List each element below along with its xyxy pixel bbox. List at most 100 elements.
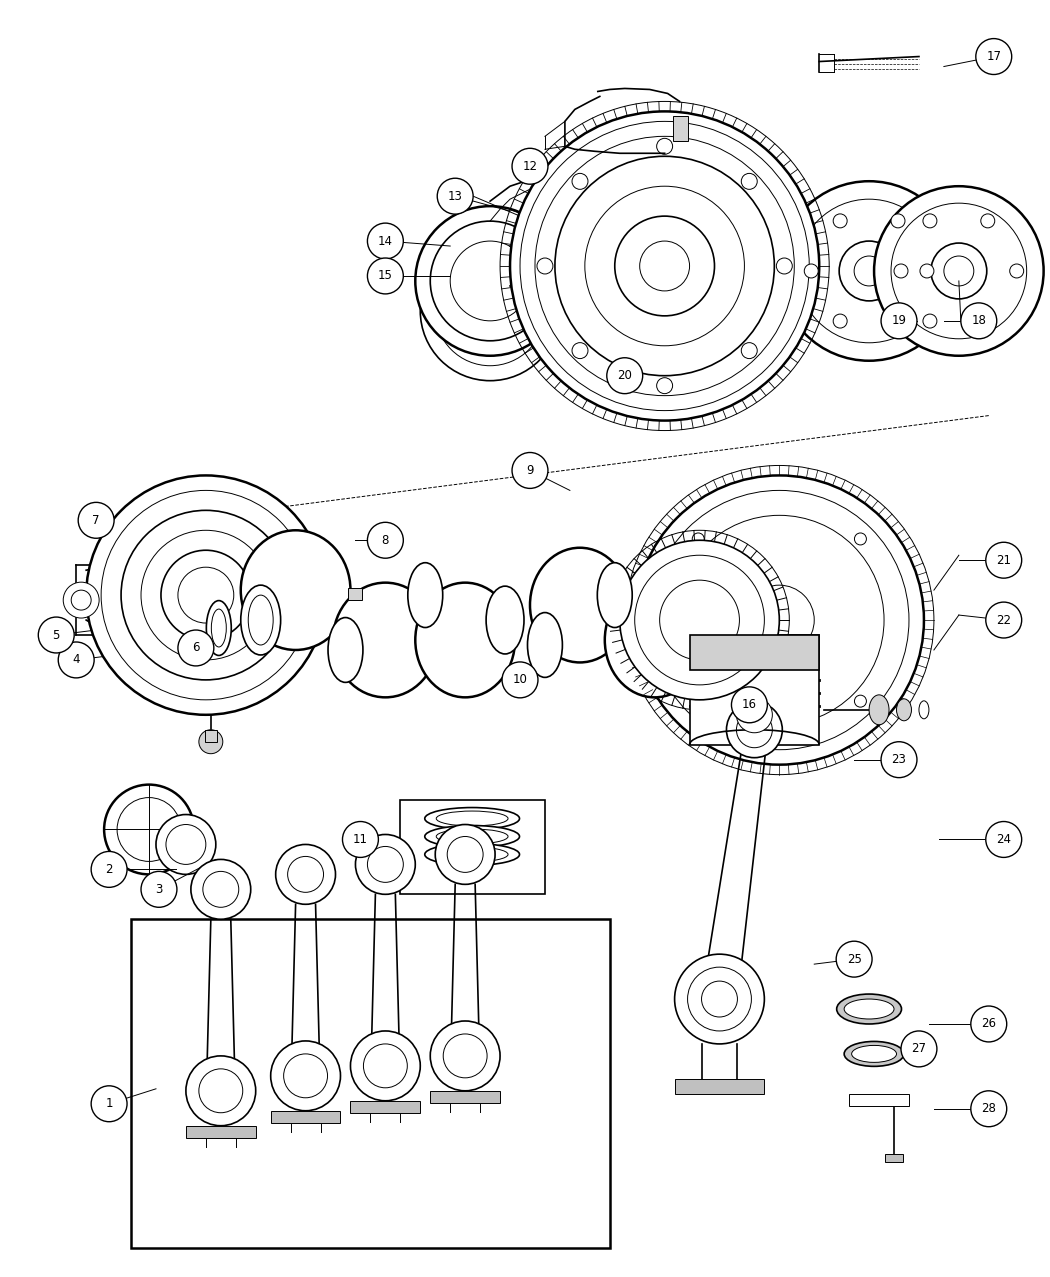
Bar — [205, 729, 216, 742]
Circle shape — [634, 475, 924, 765]
Ellipse shape — [207, 600, 231, 655]
Circle shape — [692, 695, 705, 707]
Circle shape — [203, 871, 238, 907]
Circle shape — [534, 137, 794, 396]
Circle shape — [63, 582, 99, 618]
Circle shape — [620, 540, 779, 700]
Bar — [349, 589, 362, 600]
Circle shape — [855, 533, 866, 545]
Circle shape — [104, 784, 194, 875]
Ellipse shape — [597, 563, 632, 627]
Circle shape — [834, 213, 847, 227]
Circle shape — [271, 1041, 340, 1111]
Ellipse shape — [844, 1042, 904, 1066]
Circle shape — [141, 530, 271, 660]
Ellipse shape — [852, 1046, 897, 1062]
Circle shape — [502, 661, 538, 697]
Circle shape — [141, 871, 176, 907]
Circle shape — [78, 502, 114, 539]
Ellipse shape — [425, 807, 520, 830]
Circle shape — [744, 585, 814, 655]
Ellipse shape — [919, 701, 929, 719]
Circle shape — [981, 213, 994, 227]
Circle shape — [351, 1031, 420, 1101]
Ellipse shape — [527, 613, 563, 677]
Text: 3: 3 — [155, 882, 163, 896]
Circle shape — [779, 181, 959, 360]
Circle shape — [198, 729, 223, 753]
Circle shape — [634, 555, 764, 684]
Text: 6: 6 — [192, 641, 200, 655]
Text: 5: 5 — [52, 628, 60, 641]
Ellipse shape — [240, 585, 280, 655]
Circle shape — [91, 852, 127, 888]
Text: 11: 11 — [353, 833, 367, 845]
Circle shape — [639, 241, 690, 291]
Circle shape — [38, 617, 75, 653]
Circle shape — [944, 255, 973, 286]
Circle shape — [607, 358, 643, 393]
Circle shape — [430, 1022, 500, 1091]
Circle shape — [834, 314, 847, 328]
Circle shape — [368, 223, 403, 259]
Circle shape — [881, 303, 917, 338]
Bar — [690, 635, 819, 744]
Circle shape — [891, 213, 905, 227]
Ellipse shape — [436, 847, 508, 862]
Circle shape — [894, 264, 908, 278]
Circle shape — [923, 213, 937, 227]
Circle shape — [512, 148, 548, 184]
Text: 1: 1 — [105, 1097, 112, 1110]
Circle shape — [931, 243, 987, 299]
Circle shape — [342, 821, 378, 857]
Circle shape — [276, 844, 336, 904]
Circle shape — [430, 221, 550, 341]
Circle shape — [177, 567, 234, 623]
Circle shape — [368, 258, 403, 294]
Circle shape — [901, 1031, 937, 1066]
Ellipse shape — [436, 811, 508, 826]
Circle shape — [981, 314, 994, 328]
Circle shape — [650, 490, 909, 750]
Circle shape — [101, 490, 311, 700]
Text: 24: 24 — [996, 833, 1011, 845]
Circle shape — [736, 697, 773, 733]
Circle shape — [368, 522, 403, 558]
Circle shape — [156, 815, 216, 875]
Circle shape — [986, 601, 1022, 638]
Circle shape — [585, 186, 744, 346]
Ellipse shape — [425, 843, 520, 866]
Bar — [430, 1091, 500, 1103]
Circle shape — [839, 241, 899, 301]
Circle shape — [986, 821, 1022, 857]
Ellipse shape — [837, 994, 902, 1024]
Circle shape — [118, 798, 181, 862]
Circle shape — [447, 836, 483, 872]
Text: 22: 22 — [996, 613, 1011, 627]
Text: 17: 17 — [986, 50, 1002, 63]
Circle shape — [674, 954, 764, 1043]
Circle shape — [191, 859, 251, 919]
Ellipse shape — [897, 699, 911, 720]
Circle shape — [356, 834, 416, 894]
Text: 27: 27 — [911, 1042, 926, 1055]
Bar — [400, 799, 545, 894]
Circle shape — [177, 630, 214, 665]
Circle shape — [891, 203, 1027, 338]
Circle shape — [674, 516, 884, 725]
Bar — [673, 116, 688, 142]
Text: 2: 2 — [105, 863, 112, 876]
Circle shape — [537, 258, 553, 275]
Ellipse shape — [436, 829, 508, 844]
Circle shape — [288, 857, 323, 893]
Ellipse shape — [248, 595, 273, 645]
Circle shape — [659, 580, 739, 660]
Ellipse shape — [844, 999, 894, 1019]
Ellipse shape — [869, 695, 889, 725]
Ellipse shape — [416, 582, 516, 697]
Bar — [674, 1079, 764, 1094]
Circle shape — [701, 981, 737, 1016]
Circle shape — [572, 342, 588, 359]
Circle shape — [741, 174, 757, 189]
Ellipse shape — [333, 582, 438, 697]
